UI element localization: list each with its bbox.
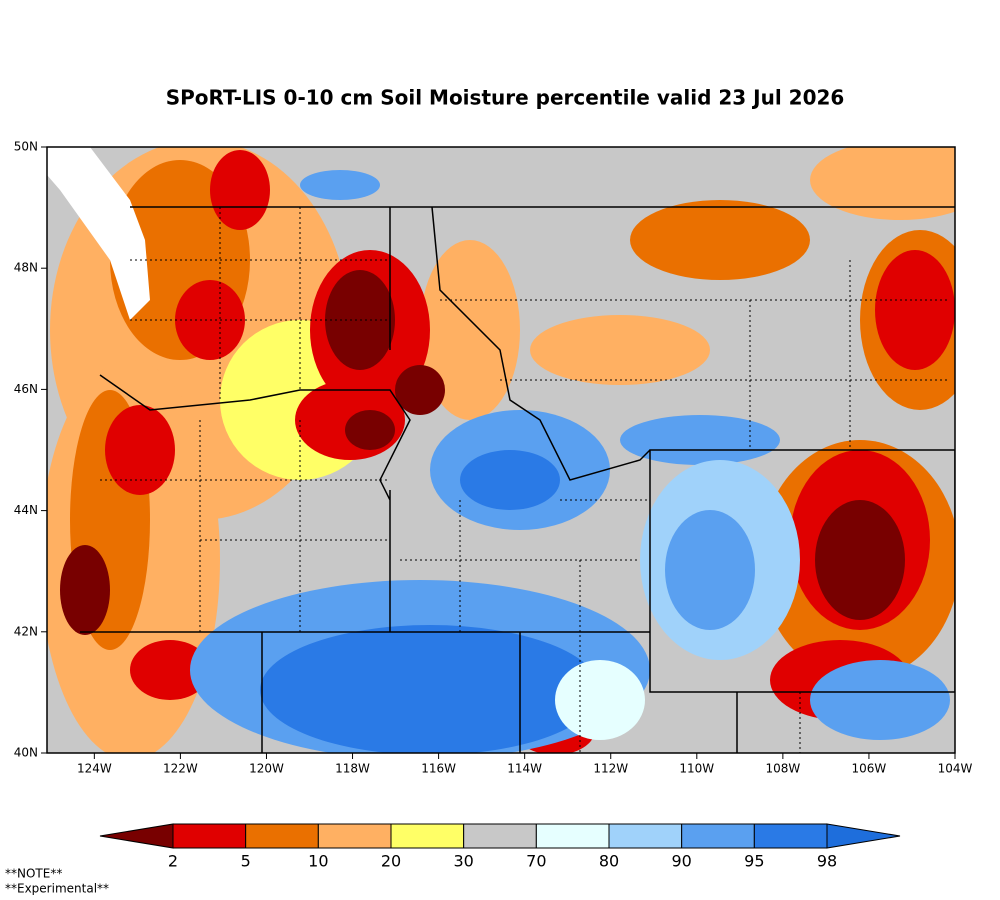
colorbar-swatch (245, 823, 319, 849)
colorbar-label: 30 (453, 852, 473, 871)
lat-tick-label: 48N (14, 261, 38, 275)
map-frame (46, 146, 956, 754)
colorbar-swatch (99, 823, 174, 849)
note: **NOTE** (5, 867, 62, 881)
lon-tick-label: 104W (938, 762, 973, 776)
lon-tick-label: 112W (593, 762, 628, 776)
colorbar-label: 20 (381, 852, 401, 871)
colorbar-swatch (826, 823, 901, 849)
lon-tick-label: 114W (507, 762, 542, 776)
state-border (80, 206, 955, 753)
lon-tick-label: 110W (679, 762, 714, 776)
colorbar-swatch (608, 823, 683, 849)
dry-patches (47, 147, 955, 753)
moisture-field (47, 147, 955, 753)
colorbar-label: 2 (168, 852, 178, 871)
lat-tick-label: 50N (14, 140, 38, 154)
lon-tick-label: 106W (852, 762, 887, 776)
lat-tick-label: 46N (14, 382, 38, 396)
lon-tick-label: 118W (335, 762, 370, 776)
lon-tick-label: 122W (163, 762, 198, 776)
county-line (100, 207, 950, 753)
colorbar-label: 95 (744, 852, 764, 871)
lat-tick-label: 42N (14, 624, 38, 638)
colorbar-swatch (535, 823, 610, 849)
lat-tick-label: 44N (14, 503, 38, 517)
note: **Experimental** (5, 882, 109, 896)
colorbar-swatch (317, 823, 392, 849)
map-title: SPoRT-LIS 0-10 cm Soil Moisture percenti… (166, 86, 845, 110)
colorbar-swatch (172, 823, 247, 849)
colorbar-label: 90 (671, 852, 691, 871)
lat-tick-label: 40N (14, 746, 38, 760)
colorbar-swatch (463, 823, 537, 849)
colorbar-swatch (681, 823, 755, 849)
colorbar-swatch (390, 823, 465, 849)
wet-patches (190, 170, 950, 753)
water (47, 147, 150, 320)
colorbar-label: 70 (526, 852, 546, 871)
colorbar-swatch (753, 823, 828, 849)
lon-tick-label: 124W (77, 762, 112, 776)
lon-tick-label: 108W (765, 762, 800, 776)
colorbar-label: 5 (241, 852, 251, 871)
colorbar-label: 80 (599, 852, 619, 871)
lon-tick-label: 116W (421, 762, 456, 776)
lon-tick-label: 120W (249, 762, 284, 776)
colorbar-label: 98 (817, 852, 837, 871)
colorbar-label: 10 (308, 852, 328, 871)
